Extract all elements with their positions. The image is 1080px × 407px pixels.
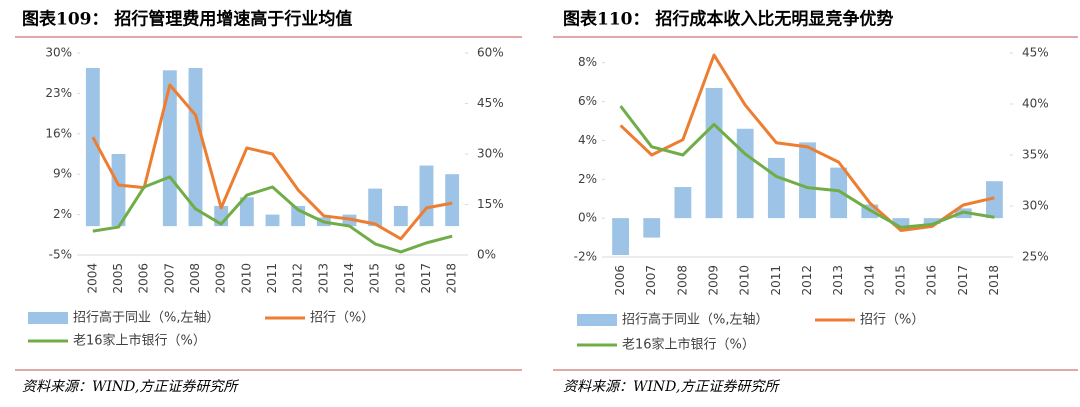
y-tick-label: 6% <box>578 94 597 108</box>
bar <box>643 218 661 238</box>
y-tick-label: 16% <box>45 126 72 140</box>
bar <box>368 188 383 227</box>
y2-tick-label: 15% <box>477 197 504 211</box>
legend-swatch <box>28 312 68 324</box>
x-tick-label: 2004 <box>85 263 99 294</box>
bar <box>393 205 408 227</box>
x-tick-label: 2018 <box>987 265 1001 296</box>
y-tick-label: -2% <box>574 250 597 264</box>
x-tick-label: 2017 <box>956 265 970 296</box>
bar <box>239 197 254 227</box>
y-tick-label: -5% <box>49 248 72 262</box>
source-note: 资料来源：WIND,方正证券研究所 <box>22 379 239 395</box>
bar <box>674 187 692 219</box>
line-series <box>619 53 995 232</box>
legend-label: 老16家上市银行（%） <box>73 333 206 349</box>
bar <box>612 218 629 256</box>
legend-label: 老16家上市银行（%） <box>622 337 755 353</box>
y2-tick-label: 30% <box>477 147 504 161</box>
bar <box>419 165 434 227</box>
x-tick-label: 2007 <box>162 263 176 294</box>
bar <box>85 68 100 227</box>
y-tick-label: 9% <box>53 167 72 181</box>
x-tick-label: 2009 <box>707 265 721 296</box>
x-tick-label: 2007 <box>644 265 658 296</box>
x-tick-label: 2015 <box>368 263 382 294</box>
bar <box>986 181 1003 219</box>
bar <box>445 174 460 227</box>
x-tick-label: 2016 <box>393 263 407 294</box>
chart-title: 图表109： 招行管理费用增速高于行业均值 <box>22 9 352 30</box>
y2-tick-label: 30% <box>1022 199 1049 213</box>
legend-swatch <box>577 314 617 326</box>
bar <box>923 218 941 224</box>
bar <box>265 214 280 227</box>
bar <box>892 218 910 226</box>
x-tick-label: 2010 <box>239 263 253 294</box>
x-tick-label: 2017 <box>419 263 433 294</box>
x-tick-label: 2008 <box>188 263 202 294</box>
y-tick-label: 8% <box>578 55 597 69</box>
x-tick-label: 2013 <box>316 263 330 294</box>
bar <box>736 128 754 219</box>
y-tick-label: 2% <box>53 207 72 221</box>
bar <box>799 142 816 219</box>
x-tick-label: 2012 <box>291 263 305 294</box>
x-tick-label: 2011 <box>265 263 279 294</box>
x-tick-label: 2009 <box>214 263 228 294</box>
bar <box>830 167 848 219</box>
x-tick-label: 2014 <box>342 263 356 294</box>
y2-tick-label: 45% <box>1022 46 1049 60</box>
bar <box>705 87 723 219</box>
x-tick-label: 2005 <box>111 263 125 294</box>
x-tick-label: 2010 <box>738 265 752 296</box>
y2-tick-label: 60% <box>477 46 504 60</box>
x-tick-label: 2015 <box>893 265 907 296</box>
bar <box>767 157 785 219</box>
x-tick-label: 2018 <box>445 263 459 294</box>
legend-label: 招行（%） <box>310 311 374 326</box>
y-tick-label: 4% <box>578 133 597 147</box>
y2-tick-label: 25% <box>1022 250 1049 264</box>
source-note: 资料来源：WIND,方正证券研究所 <box>563 379 780 395</box>
y-tick-label: 0% <box>578 211 597 225</box>
y2-tick-label: 0% <box>477 248 496 262</box>
x-tick-label: 2006 <box>137 263 151 294</box>
chart-title: 图表110： 招行成本收入比无明显竞争优势 <box>563 9 893 30</box>
y-tick-label: 23% <box>45 86 72 100</box>
y-tick-label: 30% <box>45 46 72 60</box>
x-tick-label: 2011 <box>769 265 783 296</box>
line-series <box>92 175 453 254</box>
x-tick-label: 2006 <box>613 265 627 296</box>
line-series <box>91 83 453 241</box>
bar <box>188 68 203 227</box>
legend-label: 招行高于同业（%,左轴） <box>73 310 220 326</box>
y2-tick-label: 40% <box>1022 97 1049 111</box>
y2-tick-label: 45% <box>477 96 504 110</box>
line-series <box>619 105 995 229</box>
bar <box>162 70 177 227</box>
x-tick-label: 2016 <box>925 265 939 296</box>
legend-label: 招行高于同业（%,左轴） <box>622 312 769 328</box>
y2-tick-label: 35% <box>1022 148 1049 162</box>
x-tick-label: 2013 <box>831 265 845 296</box>
x-tick-label: 2008 <box>675 265 689 296</box>
x-tick-label: 2014 <box>862 265 876 296</box>
bar <box>111 154 126 227</box>
legend-label: 招行（%） <box>860 313 924 328</box>
y-tick-label: 2% <box>578 172 597 186</box>
x-tick-label: 2012 <box>800 265 814 296</box>
